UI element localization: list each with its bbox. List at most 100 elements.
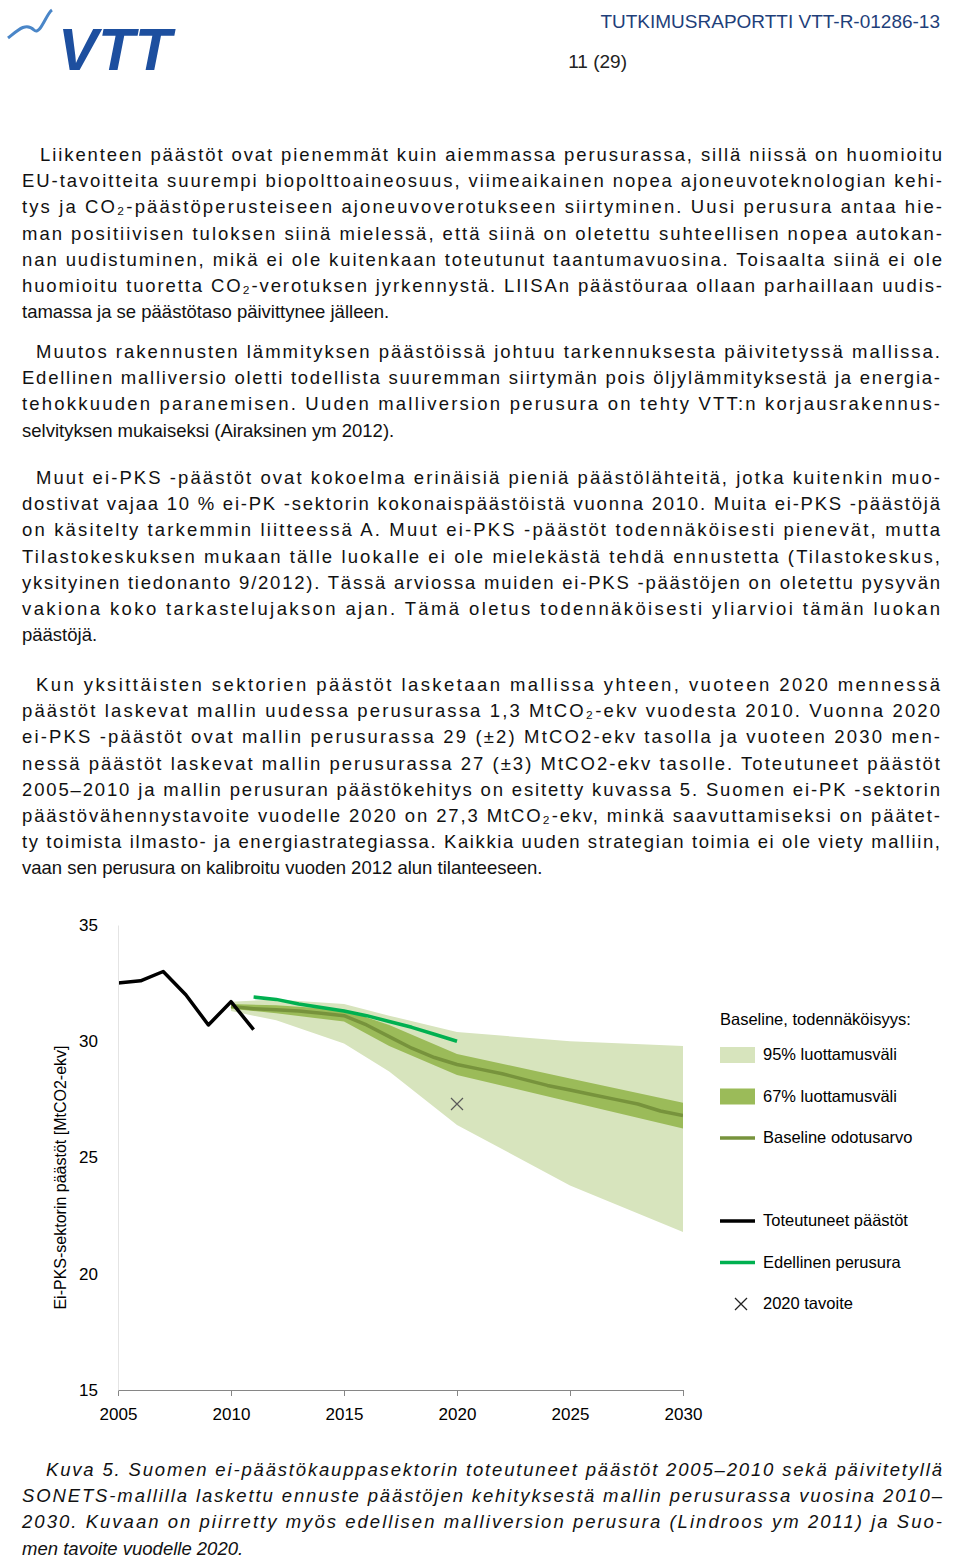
y-axis-title: Ei-PKS-sektorin päästöt [MtCO2-ekv]	[52, 1045, 69, 1309]
tick-label: 2030	[665, 1405, 703, 1424]
text-line: Muut ei-PKS -päästöt ovat kokoelma erinä…	[36, 467, 940, 488]
legend-item: Baseline odotusarvo	[720, 1128, 913, 1146]
paragraph: Muutos rakennusten lämmityksen päästöiss…	[22, 341, 940, 441]
text-line: 2005–2010 ja mallin perusuran päästökehi…	[22, 779, 940, 800]
legend-swatch	[720, 1136, 755, 1140]
tick-mark	[231, 1390, 232, 1396]
text-line: päästöt laskevat mallin uudessa perusura…	[22, 700, 940, 721]
report-id: TUTKIMUSRAPORTTI VTT-R-01286-13	[600, 11, 940, 32]
text-line: nan uudistuminen, mikä ei ole kuitenkaan…	[22, 249, 942, 270]
legend-label: 2020 tavoite	[763, 1294, 853, 1312]
text-line: päästöjä.	[22, 624, 97, 645]
legend-label: Edellinen perusura	[763, 1253, 901, 1271]
text-line: men tavoite vuodelle 2020.	[22, 1538, 243, 1559]
series-line	[254, 997, 457, 1041]
legend: Baseline, todennäköisyys: 95% luottamusvä…	[720, 1010, 913, 1312]
tick: 20	[79, 1265, 118, 1284]
series-line	[231, 1006, 683, 1115]
text-line: man positiivisen tuloksen siinä mielessä…	[22, 223, 942, 244]
logo-text: VTT	[58, 16, 176, 83]
text-line: päästövähennystavoite vuodelle 2020 on 2…	[22, 805, 940, 826]
tick: 2030	[665, 1390, 703, 1424]
text-line: vaan sen perusura on kalibroitu vuoden 2…	[22, 857, 542, 878]
caption: Kuva 5. Suomen ei-päästökauppasektorin t…	[21, 1459, 943, 1559]
text-line: 2030. Kuvaan on piirretty myös edellisen…	[21, 1511, 942, 1532]
tick-label: 2020	[439, 1405, 477, 1424]
x-axis: 2005 2010 2015 2020 2025 2030	[100, 1390, 703, 1424]
text-line: Kuva 5. Suomen ei-päästökauppasektorin t…	[46, 1459, 942, 1480]
tick-label: 2005	[100, 1405, 138, 1424]
chart: 2005201020152020202520301520253035Ei-PKS…	[52, 916, 913, 1424]
legend-swatch	[720, 1219, 755, 1223]
confidence-band	[231, 999, 683, 1232]
text-line: yksityinen tiedonanto 9/2012). Tässä arv…	[22, 572, 940, 593]
text-line: tys ja CO₂-päästöperusteiseen ajoneuvove…	[22, 196, 942, 217]
target-marker	[451, 1098, 463, 1110]
text-line: nessä päästöt laskevat mallin perusurass…	[22, 753, 940, 774]
y-axis: 15 20 25 30 35	[79, 916, 118, 1400]
paragraph: Muut ei-PKS -päästöt ovat kokoelma erinä…	[22, 467, 941, 645]
text-line: vakiona koko tarkastelujakson ajan. Tämä…	[22, 598, 940, 619]
text-line: ty toimista ilmasto- ja energiastrategia…	[22, 831, 940, 852]
tick: 35	[79, 916, 118, 935]
text-line: on käsitelty tarkemmin liitteessä A. Muu…	[22, 519, 941, 540]
tick-label: 35	[79, 916, 98, 935]
legend-item: 67% luottamusväli	[720, 1087, 897, 1105]
tick: 15	[79, 1381, 118, 1400]
text-line: ei-PKS -päästöt ovat mallin perusurassa …	[22, 726, 940, 747]
text-line: tehokkuuden paranemisen. Uuden mallivers…	[22, 393, 940, 414]
tick-mark	[457, 1390, 458, 1396]
text-line: tamassa ja se päästötaso päivittynee jäl…	[22, 301, 389, 322]
legend-title: Baseline, todennäköisyys:	[720, 1010, 911, 1028]
paragraph: Liikenteen päästöt ovat pienemmät kuin a…	[22, 144, 942, 322]
legend-item: Edellinen perusura	[720, 1253, 901, 1271]
paragraph: Kun yksittäisten sektorien päästöt laske…	[22, 674, 941, 878]
legend-swatch	[735, 1298, 747, 1310]
text-line: EU-tavoitteita suurempi biopolttoaineosu…	[22, 170, 942, 191]
tick-label: 2010	[213, 1405, 251, 1424]
tick: 2025	[552, 1390, 590, 1424]
legend-item: 2020 tavoite	[735, 1294, 853, 1312]
tick-label: 15	[79, 1381, 98, 1400]
text-line: Muutos rakennusten lämmityksen päästöiss…	[36, 341, 940, 362]
tick: 2010	[213, 1390, 251, 1424]
legend-item: 95% luottamusväli	[720, 1045, 897, 1063]
text-line: SONETS-mallilla laskettu ennuste päästöj…	[22, 1485, 943, 1506]
axis-line	[118, 926, 119, 1391]
text-line: Edellinen malliversio oletti todellista …	[22, 367, 940, 388]
tick: 2020	[439, 1390, 477, 1424]
text-line: Liikenteen päästöt ovat pienemmät kuin a…	[40, 144, 942, 165]
legend-label: Toteutuneet päästöt	[763, 1211, 908, 1229]
legend-swatch	[720, 1089, 755, 1105]
series-line	[118, 972, 254, 1030]
axis-line	[119, 1391, 684, 1397]
text-line: selvityksen mukaiseksi (Airaksinen ym 20…	[22, 420, 394, 441]
tick: 25	[79, 1148, 118, 1167]
page-number: 11 (29)	[568, 51, 627, 72]
tick-mark	[570, 1390, 571, 1396]
tick-label: 20	[79, 1265, 98, 1284]
text-line: huomioitu tuoretta CO₂-verotuksen jyrken…	[22, 275, 942, 296]
tick: 30	[79, 1032, 118, 1051]
tick-label: 2015	[326, 1405, 364, 1424]
tick-label: 25	[79, 1148, 98, 1167]
tick-label: 30	[79, 1032, 98, 1051]
legend-label: 67% luottamusväli	[763, 1087, 897, 1105]
tick-mark	[683, 1390, 684, 1396]
tick-mark	[344, 1390, 345, 1396]
legend-swatch	[720, 1047, 755, 1063]
text-line: Tilastokeskuksen mukaan tälle luokalle e…	[22, 546, 940, 567]
tick-label: 2025	[552, 1405, 590, 1424]
text-line: Kun yksittäisten sektorien päästöt laske…	[36, 674, 941, 695]
confidence-band	[231, 1004, 683, 1128]
legend-label: Baseline odotusarvo	[763, 1128, 913, 1146]
legend-swatch	[720, 1261, 755, 1265]
tick-mark	[118, 1390, 119, 1396]
header: VTT TUTKIMUSRAPORTTI VTT-R-01286-13 11 (29…	[8, 10, 940, 83]
marks	[118, 972, 683, 1232]
page: VTT TUTKIMUSRAPORTTI VTT-R-01286-13 11 (29…	[0, 0, 960, 1559]
logo-wave	[8, 10, 52, 38]
tick: 2015	[326, 1390, 364, 1424]
legend-label: 95% luottamusväli	[763, 1045, 897, 1063]
text-line: dostivat vajaa 10 % ei-PK -sektorin koko…	[22, 493, 941, 514]
